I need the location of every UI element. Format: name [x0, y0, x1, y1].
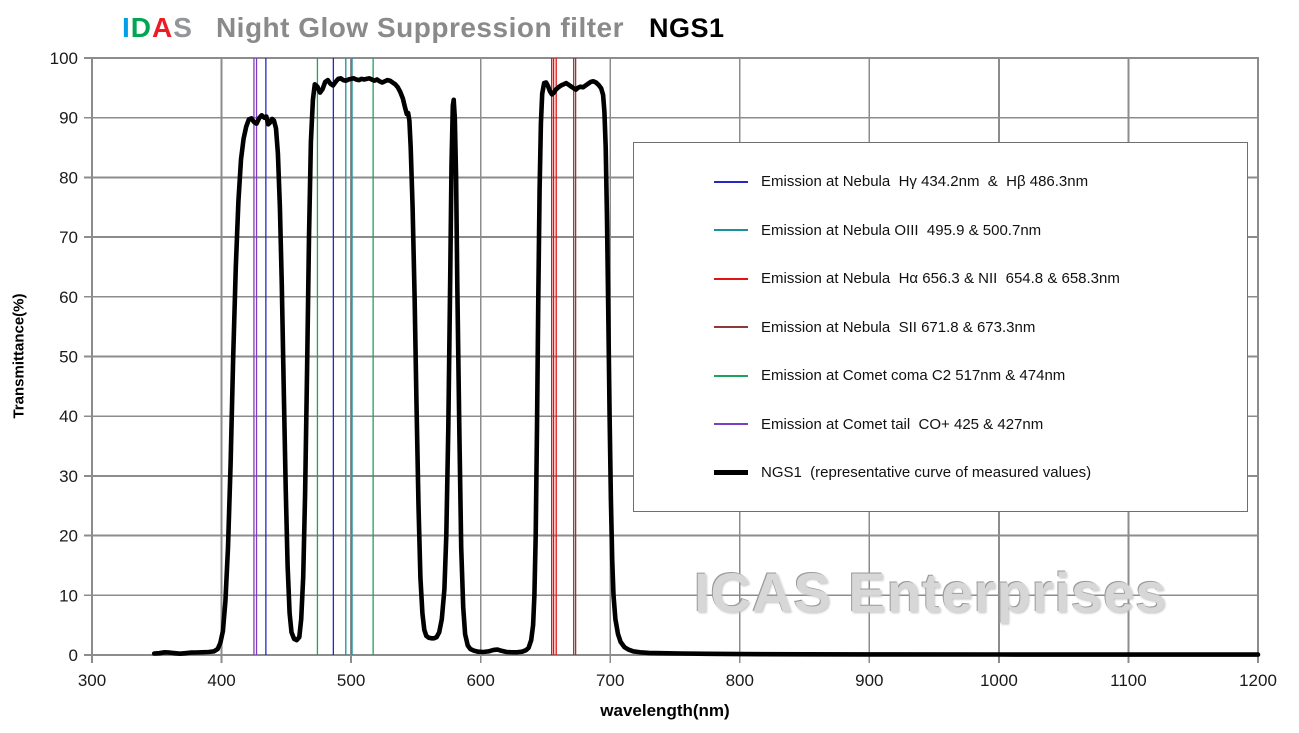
logo-letter: I	[122, 12, 131, 43]
x-tick-label: 800	[726, 671, 754, 690]
legend-line-swatch	[714, 180, 748, 183]
y-tick-label: 30	[59, 467, 78, 486]
legend-item-label: NGS1 (representative curve of measured v…	[761, 464, 1092, 481]
legend-line-swatch	[714, 423, 748, 425]
x-tick-label: 1100	[1110, 671, 1147, 690]
x-tick-label: 700	[596, 671, 624, 690]
legend-item-label: Emission at Nebula Hγ 434.2nm & Hβ 486.3…	[761, 173, 1089, 190]
y-axis-title: Transmittance(%)	[10, 293, 28, 419]
x-tick-label: 500	[337, 671, 365, 690]
legend-item-label: Emission at Nebula Hα 656.3 & NII 654.8 …	[761, 270, 1120, 287]
y-tick-label: 0	[69, 646, 78, 665]
y-tick-label: 90	[59, 109, 78, 128]
logo-letter: D	[130, 12, 153, 43]
x-tick-label: 900	[855, 671, 883, 690]
chart-title: IDAS Night Glow Suppression filter NGS1	[122, 12, 725, 44]
legend-item-label: Emission at Nebula OIII 495.9 & 500.7nm	[761, 221, 1042, 239]
legend-item-label: Emission at Nebula SII 671.8 & 673.3nm	[761, 318, 1036, 336]
x-tick-label: 1200	[1239, 671, 1277, 690]
y-tick-label: 70	[59, 228, 78, 247]
y-tick-label: 40	[59, 407, 78, 426]
legend-item-label: Emission at Comet coma C2 517nm & 474nm	[761, 367, 1066, 384]
title-subtitle: Night Glow Suppression filter	[215, 12, 625, 43]
x-tick-label: 1000	[980, 671, 1018, 690]
y-tick-label: 20	[59, 527, 78, 546]
icas-watermark: ICAS Enterprises	[694, 561, 1168, 624]
x-tick-label: 400	[207, 671, 235, 690]
x-axis-title: wavelength(nm)	[600, 701, 730, 720]
legend-item: NGS1 (representative curve of measured v…	[634, 463, 1247, 483]
legend-line-swatch	[714, 470, 748, 475]
legend-item: Emission at Comet coma C2 517nm & 474nm	[634, 366, 1247, 386]
legend-item: Emission at Comet tail CO+ 425 & 427nm	[634, 414, 1247, 434]
x-tick-label: 600	[466, 671, 494, 690]
logo-letter: S	[173, 12, 193, 43]
legend-item: Emission at Nebula OIII 495.9 & 500.7nm	[634, 220, 1247, 240]
ngs1-curve	[151, 76, 1261, 657]
legend-item-label: Emission at Comet tail CO+ 425 & 427nm	[761, 415, 1044, 433]
x-tick-label: 300	[78, 671, 106, 690]
logo-letter: A	[152, 12, 174, 43]
legend-item: Emission at Nebula SII 671.8 & 673.3nm	[634, 317, 1247, 337]
legend-item: Emission at Nebula Hα 656.3 & NII 654.8 …	[634, 269, 1247, 289]
idas-logo: IDAS	[122, 12, 193, 44]
title-product-name: NGS1	[649, 13, 725, 43]
y-tick-label: 10	[59, 586, 78, 605]
legend-line-swatch	[714, 374, 748, 377]
y-tick-label: 60	[59, 288, 78, 307]
legend-item: Emission at Nebula Hγ 434.2nm & Hβ 486.3…	[634, 172, 1247, 192]
y-tick-label: 100	[50, 49, 78, 68]
legend-line-swatch	[714, 277, 748, 280]
y-tick-label: 50	[59, 348, 78, 367]
y-tick-label: 80	[59, 168, 78, 187]
legend-line-swatch	[714, 229, 748, 231]
legend-line-swatch	[714, 326, 748, 328]
legend-box: Emission at Nebula Hγ 434.2nm & Hβ 486.3…	[633, 142, 1248, 512]
